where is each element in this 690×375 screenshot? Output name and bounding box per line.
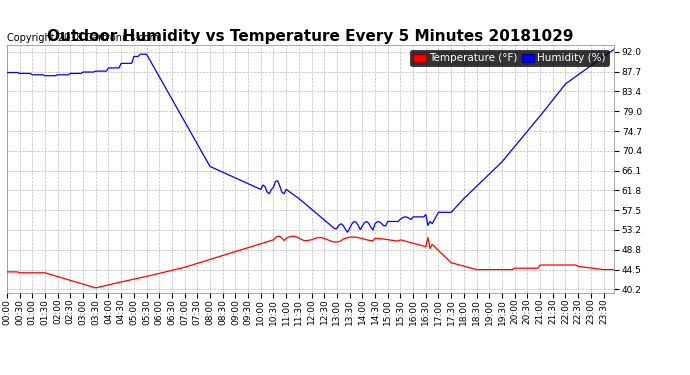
Legend: Temperature (°F), Humidity (%): Temperature (°F), Humidity (%) bbox=[411, 50, 609, 66]
Title: Outdoor Humidity vs Temperature Every 5 Minutes 20181029: Outdoor Humidity vs Temperature Every 5 … bbox=[47, 29, 574, 44]
Text: Copyright 2018 Cartronics.com: Copyright 2018 Cartronics.com bbox=[7, 33, 159, 42]
